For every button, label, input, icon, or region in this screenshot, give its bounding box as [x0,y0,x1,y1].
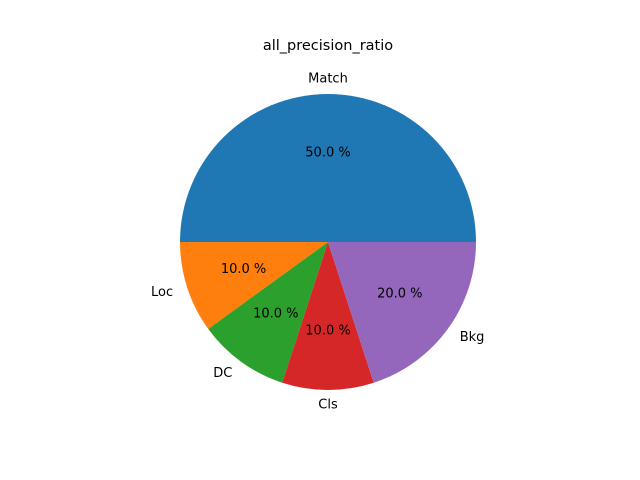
pie-slice-cls [282,242,374,391]
pie-percent-labels: 50.0 % 10.0 % 10.0 % 10.0 % 20.0 % [221,146,423,339]
pie-label-match: Match [308,72,348,87]
pie-percent-label-match: 50.0 % [305,146,350,161]
pie-slice-loc [180,242,328,329]
pie-percent-label-cls: 10.0 % [305,323,350,338]
pie-label-loc: Loc [151,285,173,300]
pie-label-cls: Cls [318,397,338,412]
chart-title: all_precision_ratio [263,38,393,54]
pie-percent-label-dc: 10.0 % [253,306,298,321]
pie-label-dc: DC [213,366,232,381]
pie-slice-match [180,94,476,242]
pie-labels: Match Loc DC Cls Bkg [151,72,484,413]
pie-label-bkg: Bkg [460,330,485,345]
pie-percent-label-bkg: 20.0 % [377,287,422,302]
pie-percent-label-loc: 10.0 % [221,262,266,277]
pie-slice-bkg [328,242,476,383]
pie-slice-dc [208,242,328,383]
pie-slices [180,94,476,391]
